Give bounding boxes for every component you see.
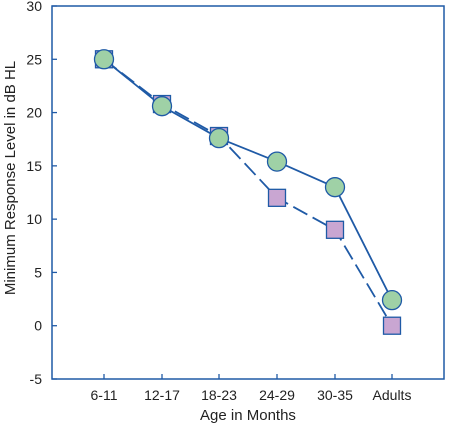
x-tick-label: 18-23	[201, 387, 237, 403]
plot-frame	[51, 5, 445, 380]
y-tick-label: 15	[26, 158, 42, 174]
circle-series-line	[103, 58, 393, 301]
y-tick-label: 0	[34, 318, 42, 334]
circle-marker	[324, 177, 346, 198]
circle-marker	[93, 49, 115, 70]
x-tick-label: 30-35	[317, 387, 353, 403]
square-marker	[325, 220, 345, 239]
x-axis: 6-11 12-17 18-23 24-29 30-35 Adults	[91, 374, 412, 403]
y-axis-title: Minimum Response Level in dB HL	[2, 61, 19, 295]
circle-marker	[381, 289, 403, 311]
x-axis-title: Age in Months	[200, 407, 296, 424]
y-axis: 30 25 20 15 10 5 0 -5	[26, 0, 57, 387]
square-marker	[382, 316, 402, 335]
circle-marker	[266, 151, 288, 172]
y-tick-label: -5	[30, 371, 43, 387]
y-tick-label: 5	[34, 264, 42, 280]
y-tick-label: 20	[26, 105, 42, 121]
y-tick-label: 30	[26, 0, 42, 14]
y-tick-label: 10	[26, 211, 42, 227]
square-marker	[267, 188, 287, 207]
x-tick-label: 6-11	[91, 387, 118, 403]
x-tick-label: 12-17	[144, 387, 180, 403]
circle-marker	[208, 127, 230, 149]
y-tick-label: 25	[26, 51, 42, 67]
series-layer	[93, 49, 403, 335]
circle-marker	[151, 96, 173, 117]
x-tick-label: Adults	[373, 387, 412, 403]
x-tick-label: 24-29	[259, 387, 295, 403]
square-series-line	[103, 58, 393, 327]
